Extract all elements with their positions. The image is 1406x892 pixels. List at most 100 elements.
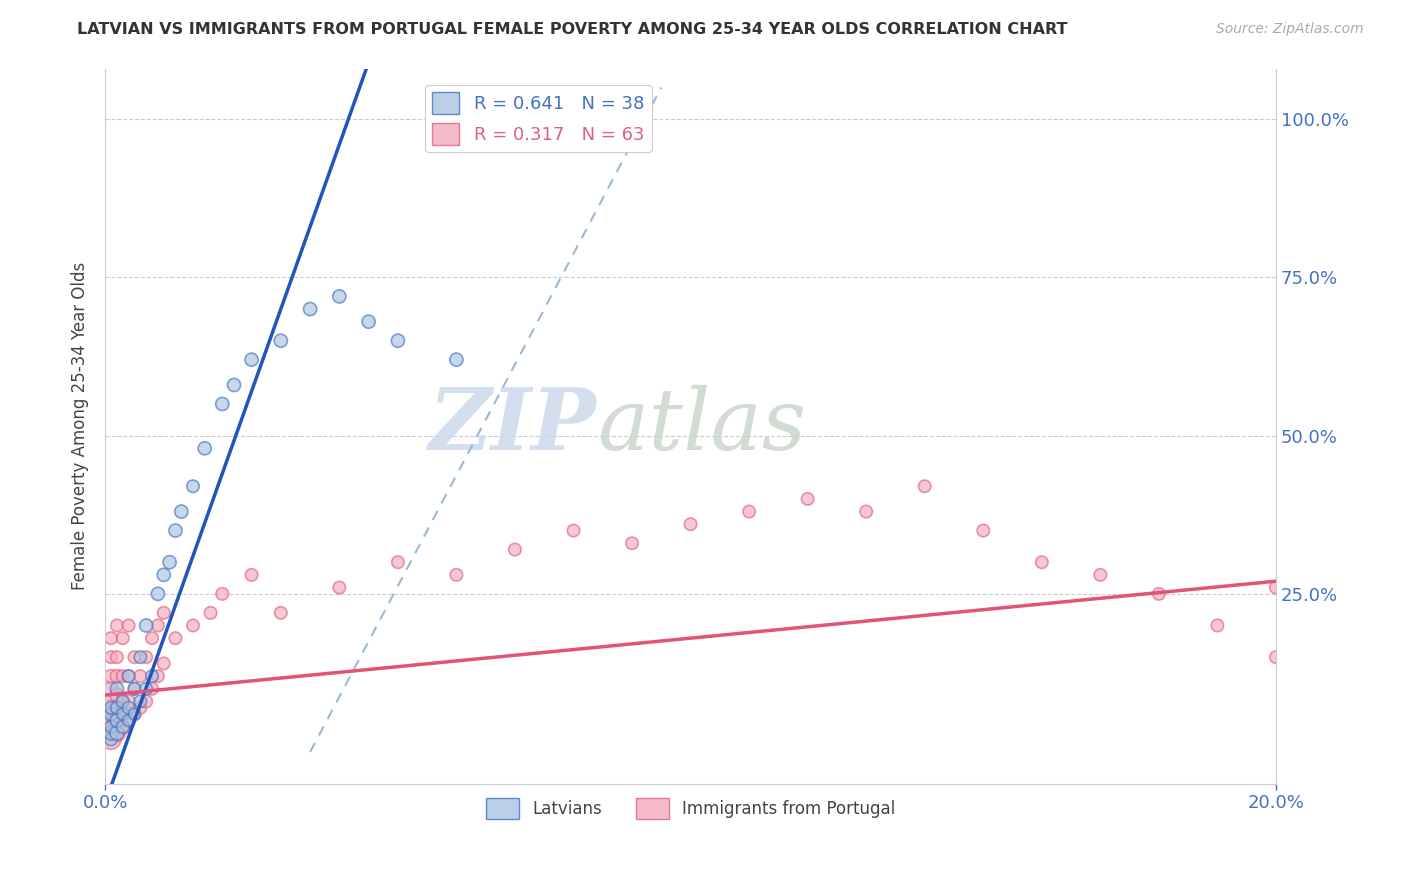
Point [100,707,122,722]
Point [105,618,128,632]
Point [117,618,139,632]
Point [914,479,936,493]
Point [117,714,139,728]
Point [105,688,128,702]
Point [117,714,139,728]
Point [1031,555,1053,569]
Point [503,542,526,557]
Point [146,669,169,683]
Point [972,524,994,538]
Point [181,618,204,632]
Point [111,669,134,683]
Point [117,669,139,683]
Point [105,714,128,728]
Point [124,681,146,696]
Point [105,726,128,740]
Point [100,700,122,714]
Point [165,524,187,538]
Point [100,681,122,696]
Point [129,650,152,665]
Point [111,631,134,645]
Point [141,631,163,645]
Point [270,606,292,620]
Point [146,587,169,601]
Point [129,669,152,683]
Point [100,650,122,665]
Point [100,669,122,683]
Point [105,650,128,665]
Point [200,606,222,620]
Point [117,700,139,714]
Point [170,505,193,519]
Point [105,714,128,728]
Point [152,606,174,620]
Point [738,505,761,519]
Point [100,720,122,734]
Point [124,681,146,696]
Point [135,650,157,665]
Point [100,726,122,740]
Point [679,517,702,532]
Point [328,289,350,303]
Point [129,694,152,708]
Point [152,657,174,671]
Text: Source: ZipAtlas.com: Source: ZipAtlas.com [1216,22,1364,37]
Point [111,694,134,708]
Point [111,707,134,722]
Point [194,442,217,456]
Point [211,397,233,411]
Point [105,726,128,740]
Point [328,581,350,595]
Point [111,707,134,722]
Text: atlas: atlas [598,384,806,467]
Point [117,669,139,683]
Point [100,707,122,722]
Point [446,567,468,582]
Text: LATVIAN VS IMMIGRANTS FROM PORTUGAL FEMALE POVERTY AMONG 25-34 YEAR OLDS CORRELA: LATVIAN VS IMMIGRANTS FROM PORTUGAL FEMA… [77,22,1067,37]
Point [562,524,585,538]
Point [1090,567,1112,582]
Point [100,631,122,645]
Point [111,720,134,734]
Point [100,732,122,747]
Point [135,694,157,708]
Point [152,567,174,582]
Point [100,700,122,714]
Point [796,491,818,506]
Point [146,618,169,632]
Point [855,505,877,519]
Point [111,694,134,708]
Point [1147,587,1170,601]
Point [387,334,409,348]
Point [100,714,122,728]
Point [240,567,263,582]
Point [135,618,157,632]
Point [141,681,163,696]
Point [124,707,146,722]
Point [446,352,468,367]
Point [100,720,122,734]
Point [135,681,157,696]
Point [111,720,134,734]
Point [105,669,128,683]
Point [141,669,163,683]
Point [1206,618,1229,632]
Point [270,334,292,348]
Point [105,700,128,714]
Point [357,315,380,329]
Point [117,694,139,708]
Point [621,536,644,550]
Point [124,650,146,665]
Point [299,301,322,316]
Point [129,700,152,714]
Legend: Latvians, Immigrants from Portugal: Latvians, Immigrants from Portugal [479,792,903,825]
Point [181,479,204,493]
Point [222,378,245,392]
Point [159,555,181,569]
Point [211,587,233,601]
Y-axis label: Female Poverty Among 25-34 Year Olds: Female Poverty Among 25-34 Year Olds [72,262,89,591]
Point [100,732,122,747]
Point [240,352,263,367]
Point [124,707,146,722]
Point [165,631,187,645]
